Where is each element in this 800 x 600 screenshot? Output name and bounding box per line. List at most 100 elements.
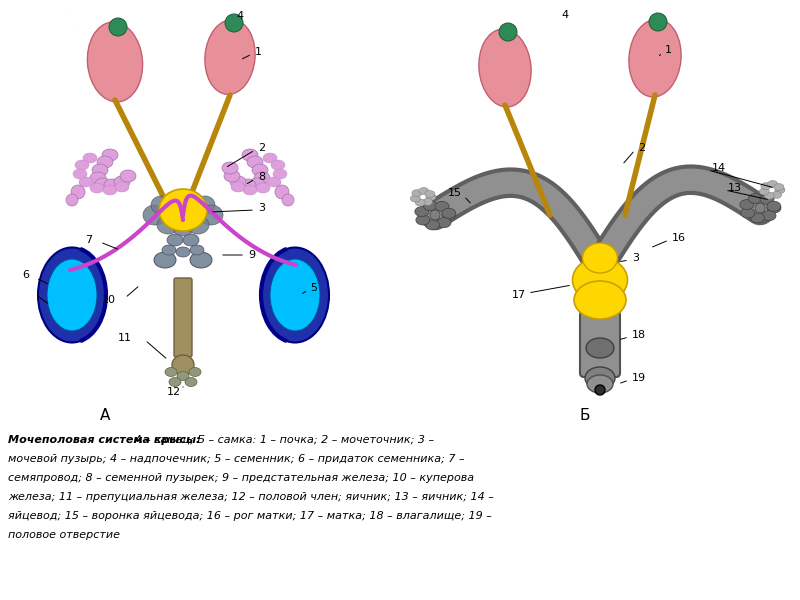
Ellipse shape: [415, 199, 426, 206]
Ellipse shape: [263, 153, 277, 163]
Ellipse shape: [586, 338, 614, 358]
Text: 12: 12: [167, 387, 181, 397]
Ellipse shape: [199, 205, 223, 225]
Circle shape: [109, 18, 127, 36]
Ellipse shape: [271, 160, 285, 170]
Ellipse shape: [190, 252, 212, 268]
Ellipse shape: [169, 377, 181, 386]
Ellipse shape: [151, 196, 171, 214]
Ellipse shape: [159, 189, 207, 231]
Ellipse shape: [185, 377, 197, 386]
Text: семяпровод; 8 – семенной пузырек; 9 – предстательная железа; 10 – куперова: семяпровод; 8 – семенной пузырек; 9 – пр…: [8, 473, 474, 483]
Ellipse shape: [205, 20, 255, 94]
Text: 18: 18: [632, 330, 646, 340]
Ellipse shape: [416, 215, 430, 225]
Circle shape: [225, 14, 243, 32]
Ellipse shape: [426, 193, 436, 200]
Ellipse shape: [190, 245, 204, 255]
Ellipse shape: [173, 220, 193, 236]
Ellipse shape: [755, 203, 765, 213]
Text: 4: 4: [562, 10, 569, 20]
Ellipse shape: [87, 22, 142, 102]
Ellipse shape: [764, 192, 774, 199]
Text: 3: 3: [258, 203, 265, 213]
Ellipse shape: [95, 178, 111, 190]
Circle shape: [649, 13, 667, 31]
Ellipse shape: [425, 191, 435, 197]
Ellipse shape: [740, 200, 754, 209]
Ellipse shape: [422, 199, 433, 205]
Ellipse shape: [437, 218, 451, 227]
Ellipse shape: [242, 149, 258, 161]
FancyBboxPatch shape: [174, 278, 192, 357]
Ellipse shape: [587, 375, 613, 393]
Ellipse shape: [252, 164, 268, 176]
Ellipse shape: [442, 210, 456, 220]
Ellipse shape: [157, 216, 179, 234]
Text: 2: 2: [258, 143, 265, 153]
Ellipse shape: [573, 257, 627, 302]
Ellipse shape: [479, 29, 531, 107]
Ellipse shape: [104, 179, 120, 191]
Text: 4: 4: [237, 11, 243, 21]
Ellipse shape: [766, 201, 781, 211]
Ellipse shape: [75, 160, 89, 170]
Ellipse shape: [154, 252, 176, 268]
Text: 13: 13: [728, 183, 742, 193]
Ellipse shape: [172, 355, 194, 375]
Ellipse shape: [282, 194, 294, 206]
Ellipse shape: [224, 170, 240, 182]
FancyBboxPatch shape: [580, 311, 620, 377]
Ellipse shape: [115, 182, 129, 192]
Ellipse shape: [410, 195, 420, 202]
Text: 5: 5: [310, 283, 317, 293]
Ellipse shape: [71, 185, 85, 199]
Ellipse shape: [73, 169, 87, 179]
Text: 7: 7: [85, 235, 92, 245]
Ellipse shape: [79, 177, 93, 187]
Text: яйцевод; 15 – воронка яйцевода; 16 – рог матки; 17 – матка; 18 – влагалище; 19 –: яйцевод; 15 – воронка яйцевода; 16 – рог…: [8, 511, 492, 521]
Text: 3: 3: [632, 253, 639, 263]
Ellipse shape: [771, 191, 782, 199]
Ellipse shape: [582, 243, 618, 273]
Text: 19: 19: [632, 373, 646, 383]
Text: мочевой пузырь; 4 – надпочечник; 5 – семенник; 6 – придаток семенника; 7 –: мочевой пузырь; 4 – надпочечник; 5 – сем…: [8, 454, 465, 464]
Circle shape: [499, 23, 517, 41]
Ellipse shape: [222, 162, 238, 174]
Ellipse shape: [165, 367, 177, 377]
Ellipse shape: [38, 247, 106, 343]
Ellipse shape: [761, 182, 771, 190]
Ellipse shape: [415, 206, 429, 217]
Ellipse shape: [418, 188, 429, 194]
Text: 9: 9: [248, 250, 255, 260]
Ellipse shape: [261, 247, 329, 343]
Ellipse shape: [47, 259, 97, 331]
Ellipse shape: [243, 185, 257, 195]
Ellipse shape: [162, 245, 176, 255]
Text: половое отверстие: половое отверстие: [8, 530, 120, 540]
Ellipse shape: [762, 211, 776, 221]
Ellipse shape: [90, 172, 106, 184]
Ellipse shape: [442, 208, 456, 218]
Text: 10: 10: [102, 295, 116, 305]
Ellipse shape: [629, 19, 681, 97]
Ellipse shape: [435, 202, 449, 211]
Ellipse shape: [230, 176, 246, 188]
Ellipse shape: [275, 185, 289, 199]
Ellipse shape: [741, 208, 755, 218]
Text: 2: 2: [638, 143, 645, 153]
Text: 17: 17: [512, 290, 526, 300]
Ellipse shape: [195, 196, 215, 214]
Ellipse shape: [750, 213, 765, 223]
Ellipse shape: [189, 367, 201, 377]
Text: 15: 15: [448, 188, 462, 198]
Ellipse shape: [267, 177, 281, 187]
Ellipse shape: [167, 234, 183, 246]
Ellipse shape: [183, 234, 199, 246]
Text: А: А: [100, 407, 110, 422]
Ellipse shape: [273, 169, 287, 179]
Text: 16: 16: [672, 233, 686, 243]
Ellipse shape: [83, 153, 97, 163]
Ellipse shape: [164, 192, 182, 208]
Ellipse shape: [102, 149, 118, 161]
